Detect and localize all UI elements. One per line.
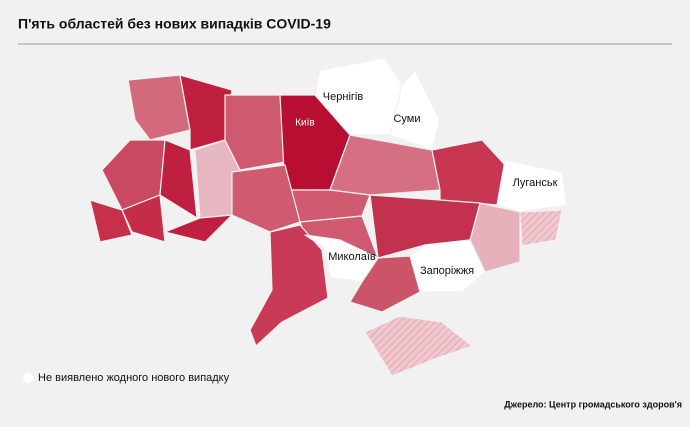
region bbox=[89, 199, 133, 243]
region-label: Запоріжжя bbox=[420, 265, 474, 277]
region bbox=[389, 69, 441, 151]
map bbox=[89, 57, 568, 377]
region-label: Суми bbox=[393, 113, 420, 125]
title: П'ять областей без нових випадків COVID-… bbox=[18, 16, 331, 32]
region bbox=[159, 139, 198, 219]
legend-text: Не виявлено жодного нового випадку bbox=[38, 372, 230, 384]
region bbox=[496, 159, 568, 213]
region bbox=[164, 214, 233, 243]
region bbox=[231, 164, 301, 233]
labels: Чернігів Суми Київ Луганськ Миколаїв Зап… bbox=[295, 91, 557, 277]
city-label: Київ bbox=[295, 118, 315, 129]
region-label: Луганськ bbox=[513, 177, 558, 189]
region-label: Миколаїв bbox=[328, 251, 376, 263]
region bbox=[349, 255, 421, 313]
region bbox=[249, 224, 329, 347]
source: Джерело: Центр громадського здоров'я bbox=[504, 399, 682, 409]
region bbox=[224, 94, 286, 171]
region bbox=[364, 315, 473, 377]
region bbox=[329, 134, 441, 196]
region bbox=[519, 209, 563, 247]
region bbox=[179, 74, 233, 151]
region bbox=[121, 194, 166, 243]
legend-marker bbox=[23, 373, 33, 383]
region-label: Чернігів bbox=[323, 91, 364, 103]
region bbox=[127, 74, 191, 141]
